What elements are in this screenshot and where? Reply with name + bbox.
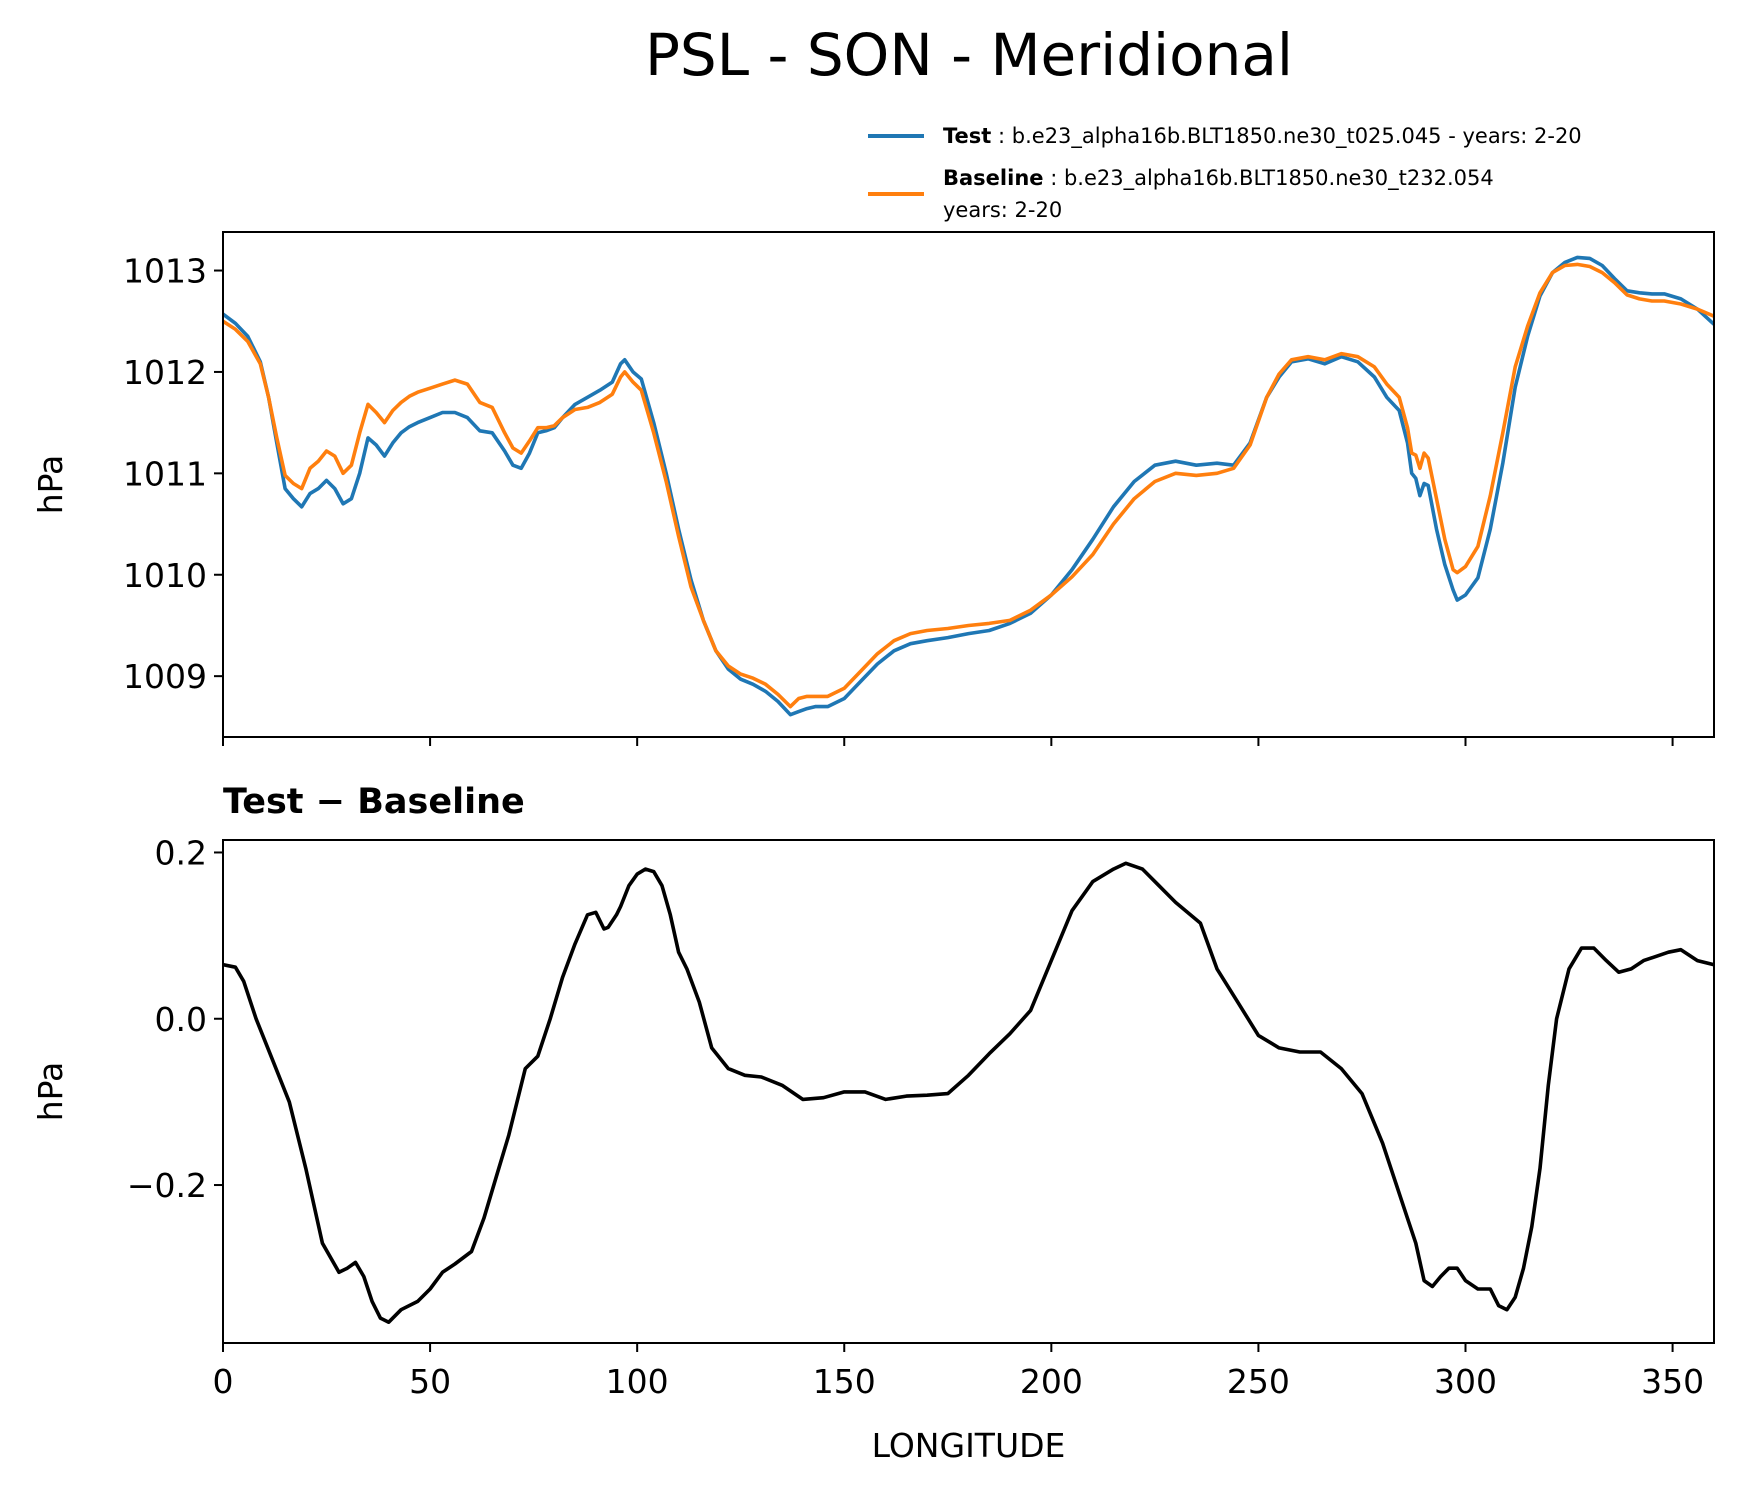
- y-axis-label-bottom: hPa: [31, 1062, 70, 1122]
- y-tick-label: 1013: [123, 252, 207, 291]
- legend-name-baseline: Baseline: [943, 166, 1044, 190]
- x-tick-label: 250: [1227, 1362, 1290, 1401]
- y-tick-label: 1012: [123, 353, 207, 392]
- figure-title: PSL - SON - Meridional: [645, 21, 1293, 89]
- series-line-test-baseline: [223, 861, 1714, 1324]
- series-line-test: [223, 255, 1714, 717]
- legend-sep-test: :: [991, 124, 1011, 148]
- x-tick-label: 100: [606, 1362, 669, 1401]
- y-tick-label: −0.2: [127, 1166, 207, 1205]
- plot-frame: [222, 231, 1715, 738]
- legend-text-test: b.e23_alpha16b.BLT1850.ne30_t025.045 - y…: [1012, 124, 1582, 149]
- x-tick-label: 150: [813, 1362, 876, 1401]
- plot-frame: [222, 839, 1715, 1344]
- y-tick-label: 1011: [123, 454, 207, 493]
- x-tick-label: 200: [1020, 1362, 1083, 1401]
- legend-name-test: Test: [943, 124, 991, 148]
- legend-text2-baseline: years: 2-20: [943, 198, 1062, 222]
- panel-bottom: −0.2 0.0 0.2 0 50 100 150 200 250 300 350: [127, 833, 1715, 1401]
- legend-entry-baseline: Baseline : b.e23_alpha16b.BLT1850.ne30_t…: [943, 166, 1494, 191]
- legend: Test : b.e23_alpha16b.BLT1850.ne30_t025.…: [868, 124, 1582, 222]
- legend-entry-test: Test : b.e23_alpha16b.BLT1850.ne30_t025.…: [943, 124, 1582, 149]
- x-axis-label: LONGITUDE: [872, 1426, 1066, 1465]
- panel-top: 1009 1010 1011 1012 1013: [123, 231, 1715, 746]
- x-tick-label: 300: [1434, 1362, 1497, 1401]
- x-tick-label: 0: [213, 1362, 234, 1401]
- y-tick-label: 0.2: [155, 833, 207, 872]
- panel-bottom-title: Test − Baseline: [223, 782, 525, 822]
- legend-text-baseline: b.e23_alpha16b.BLT1850.ne30_t232.054: [1064, 166, 1494, 191]
- y-tick-label: 0.0: [155, 1000, 207, 1039]
- x-tick-label: 50: [409, 1362, 451, 1401]
- series-line-baseline: [223, 262, 1714, 709]
- y-tick-label: 1009: [123, 657, 207, 696]
- y-tick-label: 1010: [123, 556, 207, 595]
- x-tick-label: 350: [1641, 1362, 1704, 1401]
- legend-sep-baseline: :: [1044, 166, 1064, 190]
- y-axis-label-top: hPa: [31, 455, 70, 515]
